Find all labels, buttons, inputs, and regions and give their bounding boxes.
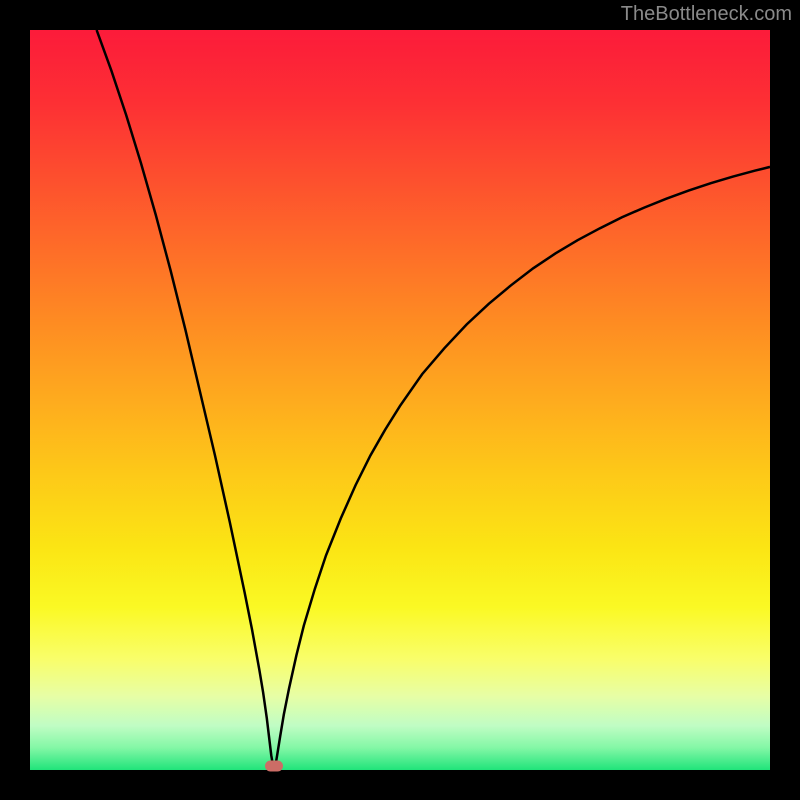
bottleneck-curve xyxy=(97,30,770,770)
chart-curve-layer xyxy=(30,30,770,770)
chart-plot-area xyxy=(30,30,770,770)
optimal-point-marker xyxy=(265,761,283,772)
watermark-text: TheBottleneck.com xyxy=(621,3,792,26)
